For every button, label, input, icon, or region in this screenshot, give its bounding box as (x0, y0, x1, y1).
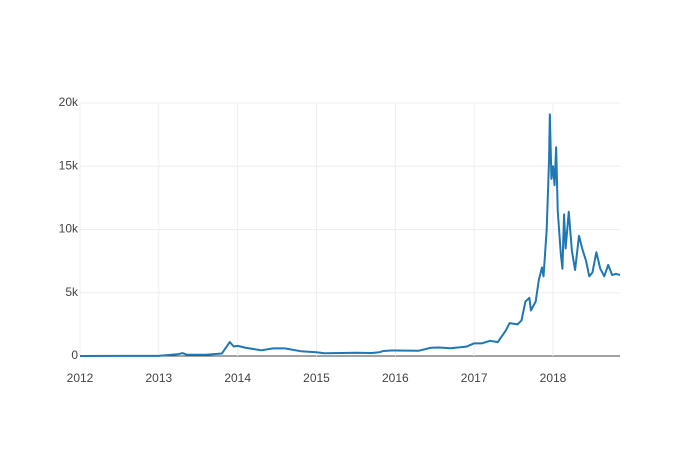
y-tick-label: 5k (65, 285, 79, 299)
x-tick-label: 2016 (382, 371, 409, 385)
x-tick-label: 2015 (303, 371, 330, 385)
x-tick-label: 2018 (540, 371, 567, 385)
price-line (79, 113, 621, 357)
x-tick-label: 2014 (224, 371, 251, 385)
x-tick-label: 2012 (67, 371, 94, 385)
y-tick-label: 20k (59, 95, 79, 109)
x-tick-label: 2017 (461, 371, 488, 385)
y-tick-label: 15k (59, 158, 79, 172)
y-tick-label: 10k (59, 222, 79, 236)
y-tick-label: 0 (71, 348, 78, 362)
x-tick-label: 2013 (145, 371, 172, 385)
